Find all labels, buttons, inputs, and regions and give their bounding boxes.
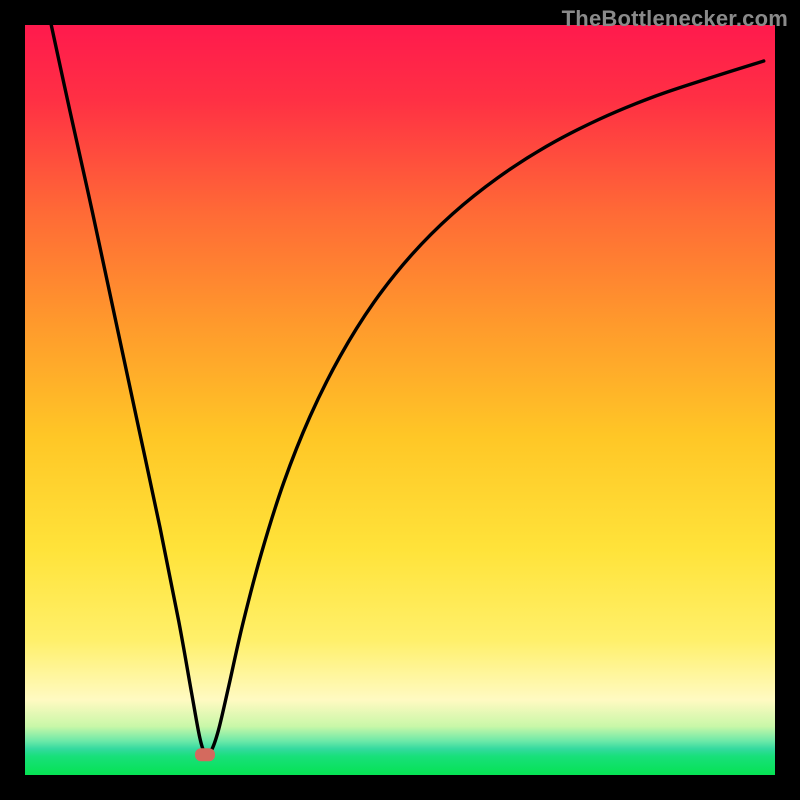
bottleneck-chart	[0, 0, 800, 800]
minimum-marker	[195, 748, 215, 761]
watermark-label: TheBottlenecker.com	[562, 6, 788, 32]
gradient-background	[25, 25, 775, 775]
chart-container: TheBottlenecker.com	[0, 0, 800, 800]
